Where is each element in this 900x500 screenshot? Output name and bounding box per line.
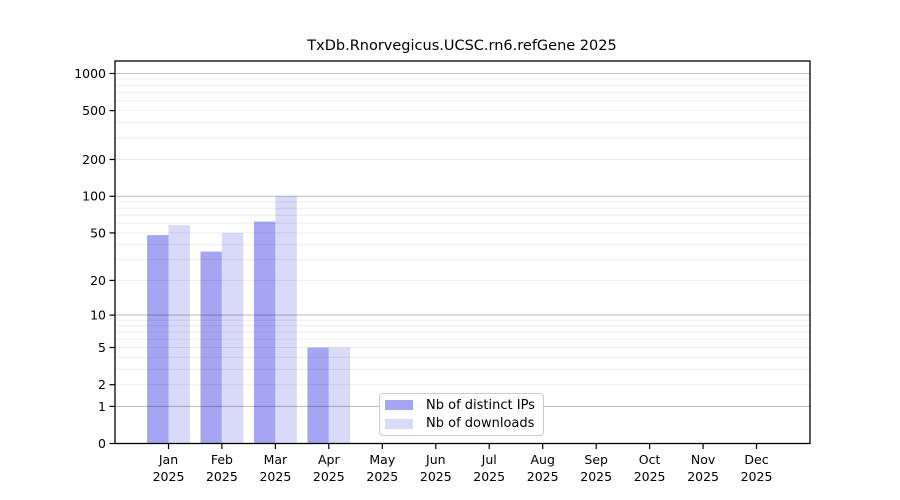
legend-item-downloads: Nb of downloads: [385, 416, 537, 433]
x-tick-label-year: 2025: [153, 469, 185, 484]
x-tick-label-month: Jan: [158, 452, 178, 467]
bar-downloads-0: [168, 225, 190, 444]
y-tick-label: 0: [98, 436, 106, 451]
x-tick-label-year: 2025: [366, 469, 398, 484]
x-tick-label-month: Apr: [318, 452, 340, 467]
chart-legend: Nb of distinct IPs Nb of downloads: [379, 393, 544, 436]
legend-swatch-distinct-ips: [385, 400, 413, 411]
y-tick-label: 5: [98, 340, 106, 355]
x-tick-label-year: 2025: [259, 469, 291, 484]
y-tick-label: 10: [90, 308, 106, 323]
x-tick-label-year: 2025: [687, 469, 719, 484]
legend-swatch-downloads: [385, 418, 413, 429]
bar-distinct-ips-1: [200, 251, 222, 444]
x-tick-label-year: 2025: [313, 469, 345, 484]
x-tick-label-month: Jun: [425, 452, 446, 467]
x-tick-label-month: May: [369, 452, 395, 467]
x-tick-label-month: Nov: [691, 452, 716, 467]
bar-distinct-ips-3: [307, 347, 329, 444]
y-tick-label: 500: [82, 103, 106, 118]
bar-distinct-ips-2: [254, 221, 276, 444]
x-tick-label-year: 2025: [634, 469, 666, 484]
x-tick-label-month: Sep: [584, 452, 608, 467]
x-tick-label-month: Feb: [211, 452, 233, 467]
bar-downloads-1: [221, 232, 244, 444]
x-tick-label-month: Aug: [530, 452, 554, 467]
x-tick-label-year: 2025: [420, 469, 452, 484]
y-tick-label: 1: [98, 399, 106, 414]
x-tick-label-month: Jul: [481, 452, 497, 467]
axes-layer: [109, 60, 811, 449]
tick-labels-layer: 0 1 2 5 10 20 50 100 200 500 1000 Jan 2025 Feb 2025 Mar…: [74, 66, 772, 484]
bar-downloads-3: [328, 347, 351, 444]
chart-title: TxDb.Rnorvegicus.UCSC.rn6.refGene 2025: [306, 38, 616, 54]
x-tick-label-year: 2025: [206, 469, 238, 484]
x-tick-label-year: 2025: [473, 469, 505, 484]
x-tick-label-month: Dec: [744, 452, 768, 467]
plot-border: [114, 60, 811, 445]
x-tick-label-year: 2025: [580, 469, 612, 484]
y-tick-label: 200: [82, 152, 106, 167]
y-tick-label: 2: [98, 377, 106, 392]
y-tick-label: 50: [90, 225, 106, 240]
x-tick-label-year: 2025: [741, 469, 773, 484]
legend-label-distinct-ips: Nb of distinct IPs: [426, 397, 535, 413]
legend-item-distinct-ips: Nb of distinct IPs: [385, 397, 537, 414]
x-tick-label-month: Mar: [264, 452, 288, 467]
x-tick-label-month: Oct: [639, 452, 661, 467]
x-tick-label-year: 2025: [527, 469, 559, 484]
y-tick-label: 1000: [74, 66, 106, 81]
y-tick-label: 20: [90, 273, 106, 288]
y-tick-label: 100: [82, 189, 106, 204]
bar-distinct-ips-0: [147, 235, 169, 444]
bar-downloads-2: [275, 196, 297, 444]
legend-label-downloads: Nb of downloads: [426, 416, 535, 432]
bars-layer: [147, 196, 351, 444]
